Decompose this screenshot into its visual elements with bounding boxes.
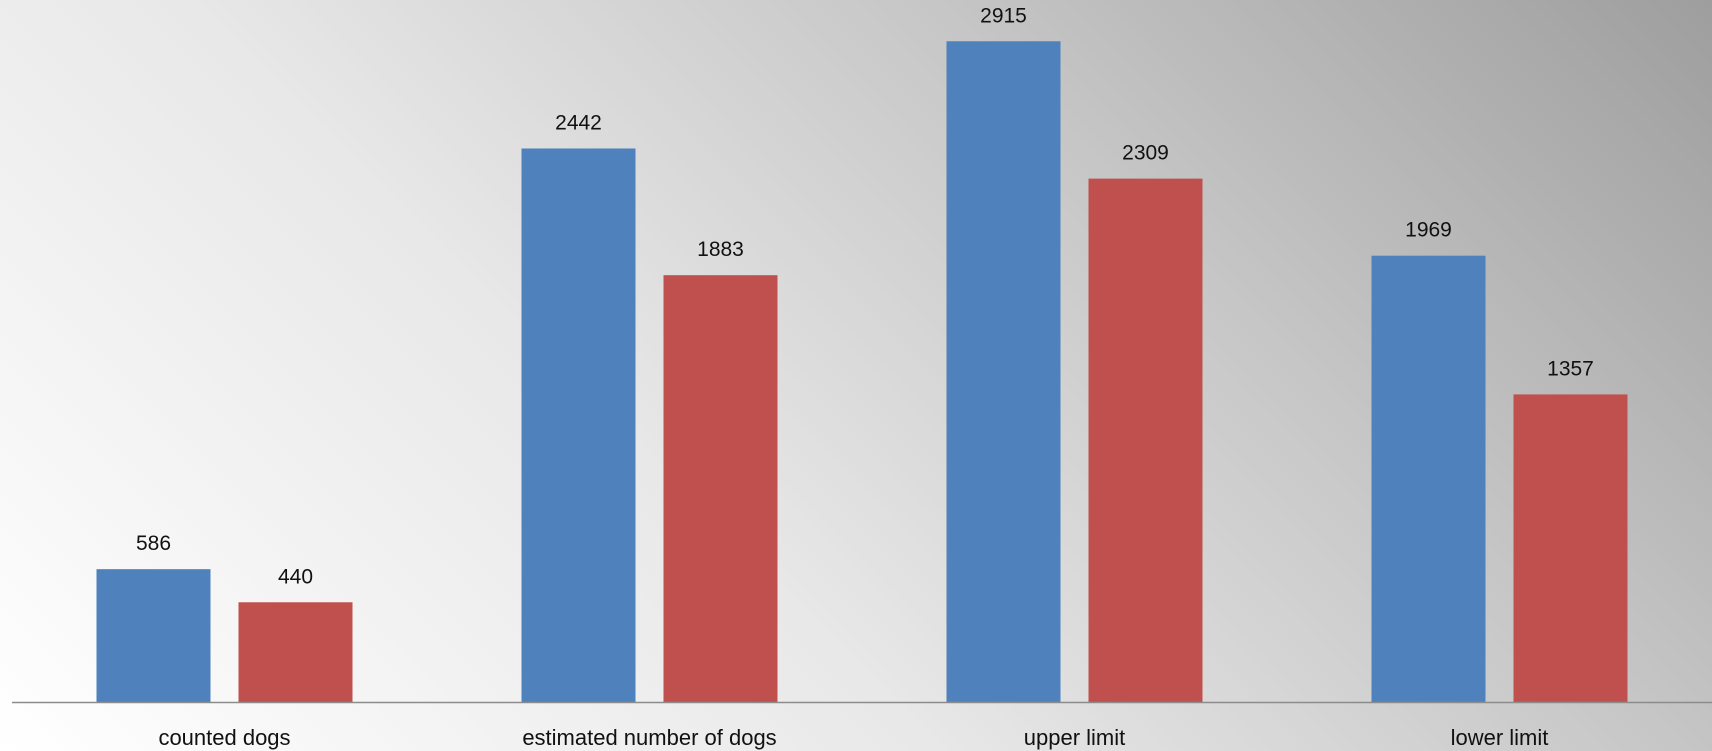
bar-s1-c1 — [96, 569, 211, 702]
x-tick-label: lower limit — [1451, 725, 1549, 750]
bar-s2-c2 — [663, 275, 778, 702]
data-label-s2-c1: 440 — [278, 565, 313, 588]
x-tick-label: counted dogs — [158, 725, 290, 750]
data-label-s1-c4: 1969 — [1405, 219, 1452, 242]
data-label-s2-c4: 1357 — [1547, 357, 1594, 380]
bar-s1-c2 — [521, 148, 636, 703]
x-tick-label: upper limit — [1024, 725, 1125, 750]
bar-s2-c4 — [1513, 394, 1628, 702]
bar-s2-c3 — [1088, 178, 1203, 703]
data-labels-group: 586 440 2442 1883 2915 2309 1969 1357 — [136, 4, 1594, 588]
x-tick-labels-group: counted dogs estimated number of dogs uppe… — [158, 725, 1548, 750]
data-label-s2-c3: 2309 — [1122, 142, 1169, 165]
x-tick-label: estimated number of dogs — [522, 725, 776, 750]
data-label-s1-c1: 586 — [136, 532, 171, 555]
bars-group — [96, 41, 1628, 703]
bar-s1-c4 — [1371, 255, 1486, 702]
data-label-s1-c3: 2915 — [980, 4, 1027, 27]
data-label-s1-c2: 2442 — [555, 111, 602, 134]
data-label-s2-c2: 1883 — [697, 238, 744, 261]
bar-s2-c1 — [238, 602, 353, 702]
bar-s1-c3 — [946, 41, 1061, 703]
